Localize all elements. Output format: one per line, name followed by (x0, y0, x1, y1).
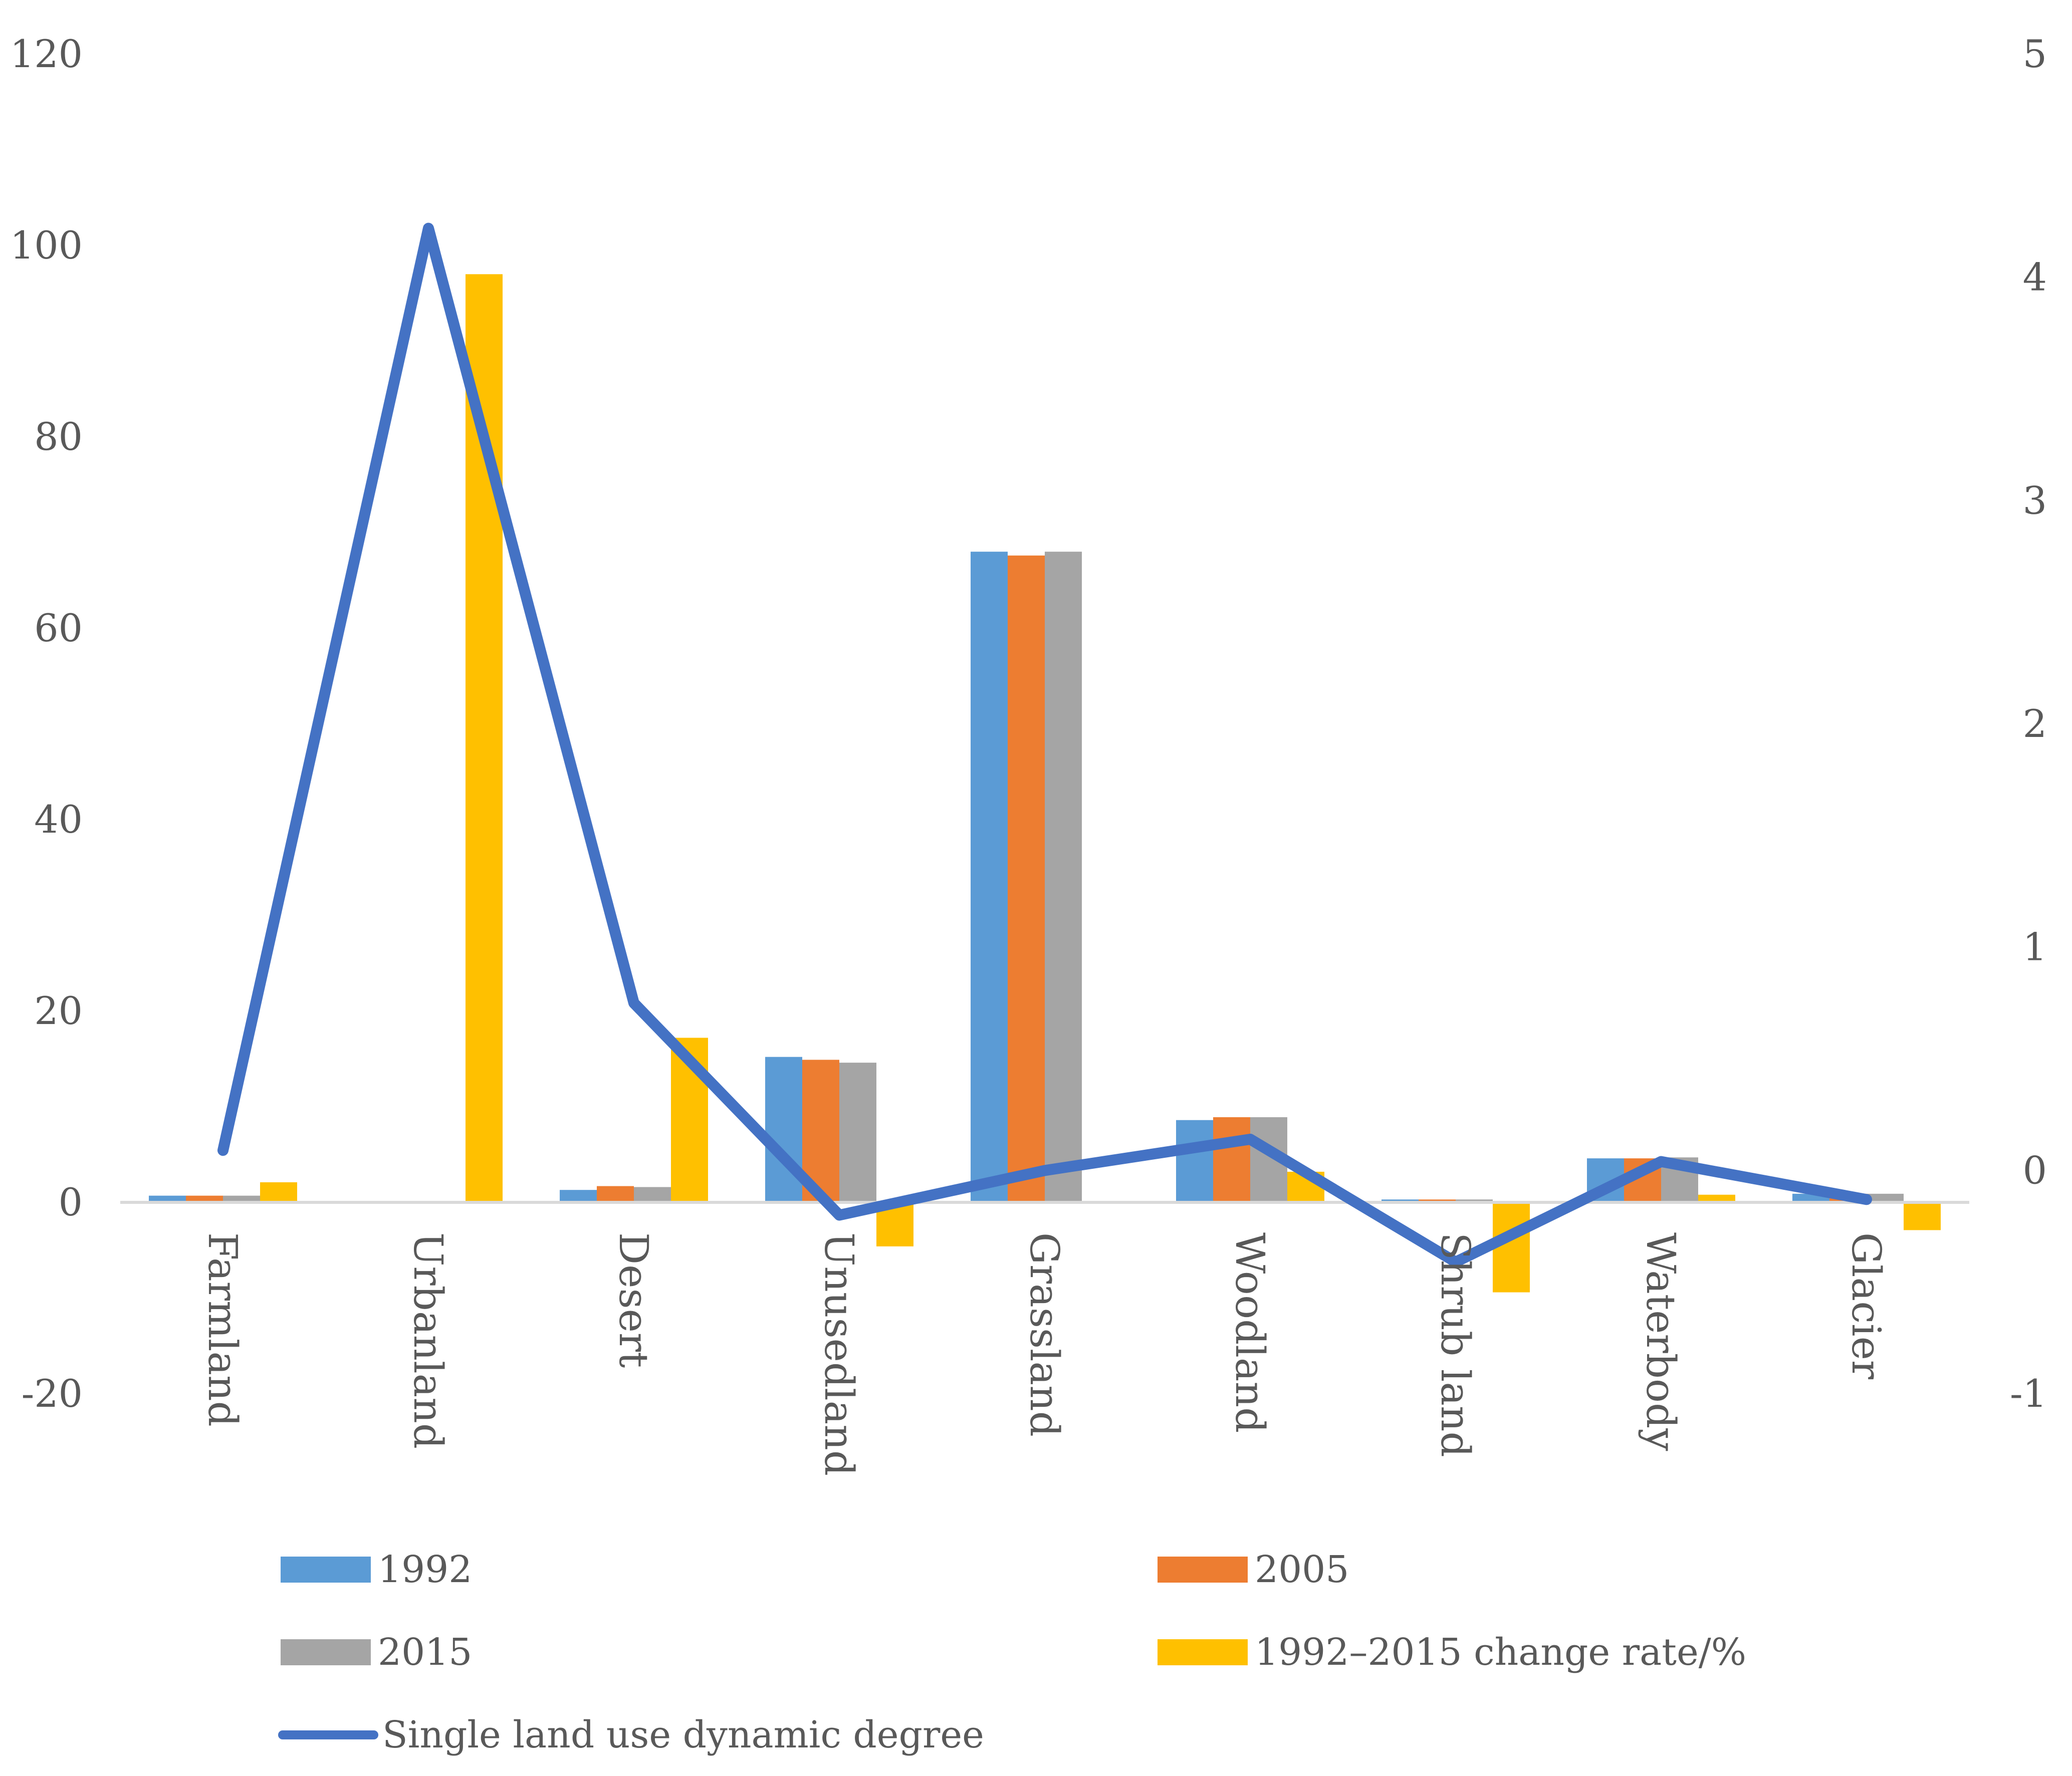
dynamic-degree-point-shrub-land (1455, 1261, 1456, 1263)
bar-1992-2015-change-rate--farmland (260, 1182, 297, 1202)
left-axis-tick-label: 100 (10, 223, 83, 268)
left-axis-tick-label: -20 (22, 1371, 83, 1416)
left-axis-tick-label: 20 (34, 988, 83, 1033)
bar-2015-grassland (1045, 552, 1082, 1202)
bar-1992-woodland (1176, 1120, 1213, 1202)
dynamic-degree-point-waterbody (1661, 1161, 1662, 1162)
category-label-waterbody: Waterbody (1638, 1232, 1684, 1451)
right-axis-tick-label: 2 (2023, 701, 2047, 746)
right-y-axis-tick-labels: 5 4 3 2 1 0 -1 (2010, 32, 2047, 1416)
dynamic-degree-point-farmland (222, 1150, 223, 1151)
bar-2015-glacier (1867, 1193, 1904, 1202)
bar-2005-desert (597, 1186, 634, 1202)
category-label-glacier: Glacier (1843, 1232, 1890, 1380)
right-axis-tick-label: 4 (2023, 255, 2047, 300)
dynamic-degree-point-grassland (1044, 1170, 1045, 1171)
bar-2005-grassland (1008, 555, 1045, 1202)
left-axis-tick-label: 0 (59, 1180, 83, 1224)
bar-2015-desert (634, 1187, 671, 1202)
left-axis-tick-label: 120 (10, 32, 83, 76)
bar-1992-2015-change-rate--waterbody (1698, 1194, 1735, 1202)
category-label-grassland: Grassland (1021, 1232, 1068, 1437)
category-label-woodland: Woodland (1227, 1232, 1273, 1433)
category-axis-labels: Farmland Urbanland Desert Unusedland Grassla… (199, 1232, 1890, 1476)
category-label-urbanland: Urbanland (405, 1232, 451, 1449)
right-axis-tick-label: 0 (2023, 1148, 2047, 1192)
right-axis-tick-label: -1 (2010, 1371, 2047, 1416)
bar-2005-woodland (1213, 1117, 1250, 1202)
dynamic-degree-point-woodland (1250, 1138, 1251, 1140)
dynamic-degree-point-desert (633, 1002, 634, 1004)
left-y-axis-tick-labels: 120 100 80 60 40 20 0 -20 (10, 32, 83, 1416)
category-label-desert: Desert (610, 1232, 657, 1368)
right-axis-tick-label: 1 (2023, 925, 2047, 969)
right-axis-tick-label: 3 (2023, 478, 2047, 523)
bar-2015-unusedland (839, 1063, 876, 1202)
category-label-shrub-land: Shrub land (1432, 1232, 1479, 1457)
bar-1992-grassland (971, 552, 1008, 1202)
left-axis-tick-label: 80 (34, 414, 83, 459)
left-axis-tick-label: 40 (34, 797, 83, 842)
bar-2005-farmland (186, 1195, 223, 1202)
dynamic-degree-line-group (217, 222, 1872, 1268)
bar-1992-2015-change-rate--shrub-land (1493, 1202, 1530, 1293)
category-label-unusedland: Unusedland (816, 1232, 862, 1476)
bar-2015-farmland (223, 1195, 260, 1202)
left-axis-tick-label: 60 (34, 606, 83, 650)
category-label-farmland: Farmland (199, 1232, 246, 1427)
dynamic-degree-point-unusedland (839, 1214, 840, 1216)
right-axis-tick-label: 5 (2023, 32, 2047, 76)
bar-1992-farmland (149, 1195, 186, 1202)
bar-1992-2015-change-rate--glacier (1904, 1202, 1941, 1230)
bar-1992-desert (560, 1190, 597, 1202)
bar-series-group (149, 274, 1941, 1293)
bar-1992-2015-change-rate--urbanland (466, 274, 503, 1202)
dynamic-degree-point-urbanland (428, 227, 429, 229)
bar-1992-unusedland (765, 1057, 802, 1202)
dynamic-degree-point-glacier (1866, 1199, 1867, 1200)
